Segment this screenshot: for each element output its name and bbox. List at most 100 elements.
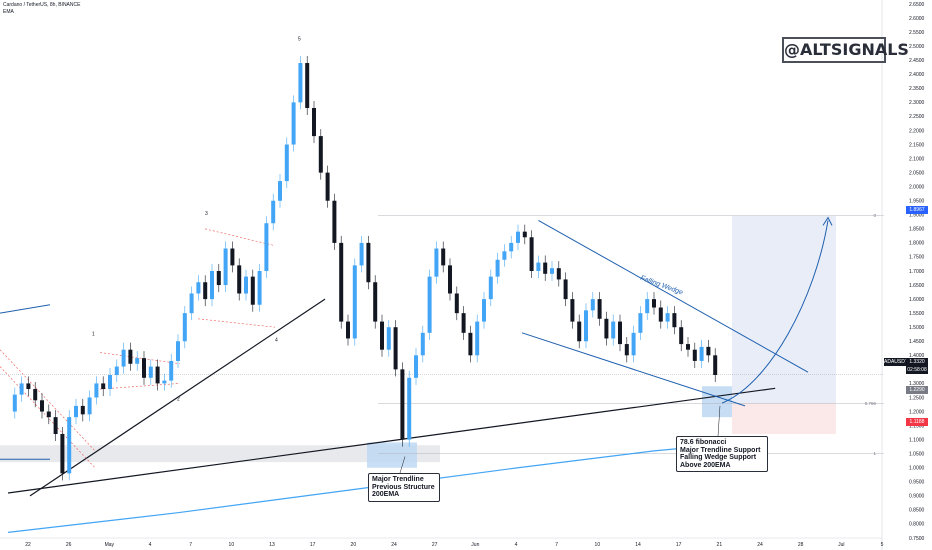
- candle-body: [74, 405, 78, 418]
- candle-body: [352, 265, 357, 339]
- candle-body: [155, 366, 160, 384]
- candle-body: [80, 405, 85, 415]
- candle-body: [570, 299, 575, 322]
- x-tick-label: Jul: [838, 542, 844, 548]
- fib-level-label: 0: [873, 213, 876, 218]
- candle-body: [60, 434, 65, 474]
- candle-body: [427, 276, 432, 333]
- candle-body: [468, 332, 473, 356]
- candle-body: [318, 136, 323, 173]
- candle-body: [590, 299, 595, 311]
- candle-body: [604, 318, 609, 339]
- pattern-dashed-line: [99, 383, 181, 390]
- ticker-tag: ADAUSDT: [884, 358, 908, 366]
- stop-price-tag: 1.1188: [906, 418, 928, 426]
- trendline-callout: Major Trendline Previous Structure 200EM…: [368, 473, 440, 502]
- y-tick-label: 1.9000: [909, 213, 925, 219]
- candle-body: [325, 172, 330, 201]
- x-tick-label: 10: [229, 542, 235, 548]
- y-tick-label: 0.7500: [909, 536, 925, 542]
- candle-body: [420, 332, 425, 356]
- current-price-tag: 1.3320: [906, 358, 928, 366]
- candle-body: [699, 346, 704, 361]
- candle-body: [114, 366, 119, 375]
- candle-body: [516, 231, 520, 243]
- candle-body: [563, 279, 568, 300]
- y-tick-label: 1.8500: [909, 227, 925, 233]
- candle-body: [305, 63, 310, 108]
- pattern-dashed-line: [99, 352, 181, 365]
- candle-body: [33, 389, 38, 401]
- y-tick-label: 2.4500: [909, 58, 925, 64]
- target-price-tag: 1.8967: [906, 206, 928, 214]
- candle-body: [584, 310, 588, 342]
- candle-body: [407, 377, 412, 440]
- y-tick-label: 1.3000: [909, 381, 925, 387]
- candle-body: [339, 242, 344, 322]
- candle-body: [386, 327, 391, 350]
- candle-body: [645, 299, 650, 314]
- candle-body: [203, 282, 208, 300]
- y-tick-label: 1.0000: [909, 466, 925, 472]
- y-tick-label: 1.2000: [909, 409, 925, 415]
- candle-body: [244, 276, 248, 294]
- candle-body: [19, 383, 24, 395]
- candle-body: [713, 355, 718, 375]
- candle-body: [679, 327, 684, 345]
- x-tick-label: 24: [391, 542, 397, 548]
- candle-body: [108, 374, 112, 390]
- candle-body: [366, 242, 371, 283]
- x-tick-label: 28: [798, 542, 804, 548]
- candle-body: [393, 327, 398, 370]
- candle-body: [400, 369, 405, 440]
- falling-wedge-label: Falling Wedge: [639, 275, 683, 297]
- candle-body: [454, 293, 459, 314]
- wave-label: 1: [92, 332, 95, 338]
- x-tick-label: 7: [555, 542, 558, 548]
- x-tick-label: 17: [676, 542, 682, 548]
- candle-body: [67, 417, 72, 474]
- candle-body: [312, 107, 316, 137]
- pattern-dashed-line: [204, 228, 276, 246]
- candle-body: [12, 394, 17, 412]
- candle-body: [686, 344, 690, 350]
- candle-body: [257, 271, 262, 305]
- symbol-header[interactable]: Cardano / TetherUS, 8h, BINANCE: [3, 2, 81, 8]
- candle-body: [638, 313, 643, 333]
- y-tick-label: 0.9500: [909, 480, 925, 486]
- wave-label: 4: [275, 337, 278, 343]
- candle-body: [26, 383, 31, 390]
- x-tick-label: 10: [595, 542, 601, 548]
- x-tick-label: 27: [432, 542, 438, 548]
- y-tick-label: 2.0500: [909, 170, 925, 176]
- y-tick-label: 2.6500: [909, 2, 925, 8]
- y-tick-label: 1.6000: [909, 297, 925, 303]
- candle-body: [332, 200, 337, 243]
- candle-body: [495, 259, 500, 277]
- candle-body: [135, 358, 140, 364]
- candle-body: [618, 321, 622, 345]
- candle-body: [482, 299, 486, 322]
- candle-body: [441, 248, 446, 266]
- candle-body: [87, 397, 92, 415]
- candle-body: [414, 355, 418, 378]
- candle-body: [298, 63, 303, 103]
- candle-body: [543, 262, 548, 274]
- y-tick-label: 2.1500: [909, 142, 925, 148]
- y-tick-label: 1.5500: [909, 311, 925, 317]
- major-trendline: [7, 387, 776, 494]
- y-tick-label: 2.3500: [909, 86, 925, 92]
- candle-body: [692, 349, 697, 361]
- candle-body: [250, 276, 255, 305]
- candle-body: [291, 102, 296, 145]
- y-tick-label: 2.5000: [909, 44, 925, 50]
- projection-arrowhead: [822, 216, 833, 226]
- risk-zone: [732, 403, 836, 435]
- x-tick-label: May: [105, 542, 115, 548]
- candle-body: [210, 271, 214, 300]
- candle-body: [162, 380, 167, 384]
- indicator-label[interactable]: EMA: [3, 9, 14, 15]
- y-tick-label: 1.1500: [909, 423, 925, 429]
